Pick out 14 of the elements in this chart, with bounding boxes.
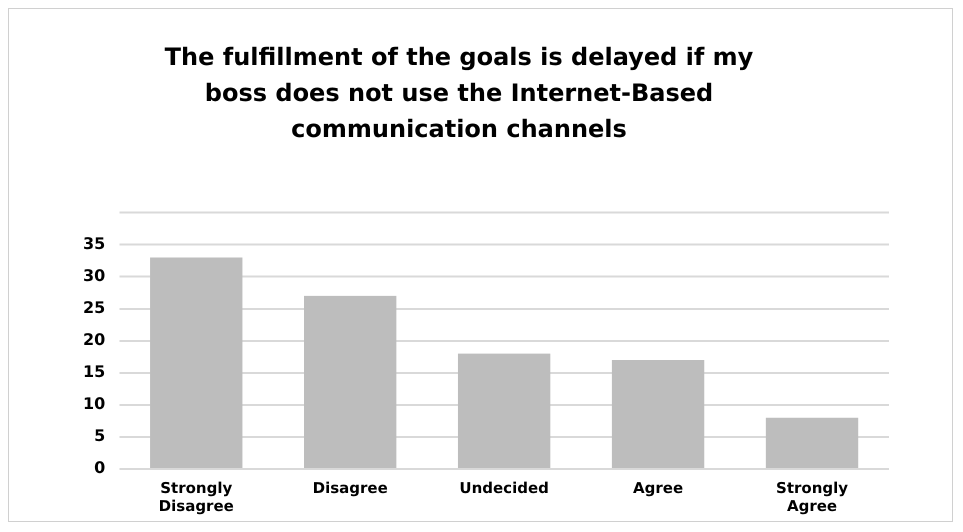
chart-title: The fulfillment of the goals is delayed if my boss does not use the Internet-Based communication channels: [164, 42, 754, 145]
x-tick-label: Disagree: [312, 478, 388, 497]
x-tick-label: Undecided: [459, 478, 549, 497]
y-tick-label: 20: [83, 330, 106, 349]
y-tick-label: 15: [83, 362, 106, 382]
y-tick-label: 10: [83, 394, 106, 414]
x-tick-label: Strongly Agree: [776, 478, 848, 515]
y-tick-label: 5: [94, 426, 106, 446]
x-tick-label: Strongly Disagree: [158, 478, 234, 515]
y-tick-label: 0: [94, 458, 106, 478]
y-tick-label: 30: [83, 266, 106, 285]
y-tick-label: 25: [83, 298, 106, 317]
x-tick-label: Agree: [633, 478, 684, 497]
y-tick-label: 35: [83, 234, 106, 253]
